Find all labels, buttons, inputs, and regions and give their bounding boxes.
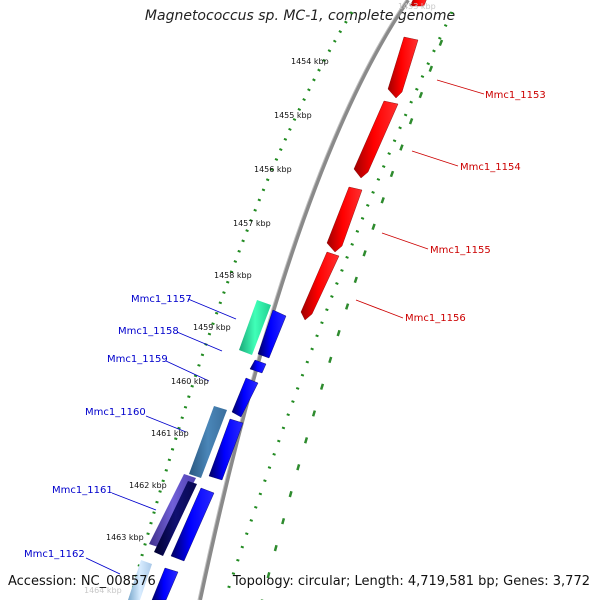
forward-gene-arrow[interactable] bbox=[409, 0, 427, 7]
reverse-gene-label[interactable]: Mmc1_1157 bbox=[131, 294, 192, 305]
forward-gene-label[interactable]: Mmc1_1155 bbox=[430, 245, 491, 256]
genome-title: Magnetococcus sp. MC-1, complete genome bbox=[144, 8, 456, 24]
reverse-gene-arrow[interactable] bbox=[231, 377, 259, 418]
reverse-gene-label[interactable]: Mmc1_1160 bbox=[85, 407, 146, 418]
reverse-gene-arrow[interactable] bbox=[208, 418, 244, 481]
kbp-tick-label: 1453 kbp bbox=[398, 2, 436, 11]
kbp-tick-label: 1463 kbp bbox=[106, 533, 144, 542]
kbp-tick-label: 1459 kbp bbox=[193, 323, 231, 332]
reverse-gene-leader-line bbox=[165, 360, 210, 382]
reverse-gene-label[interactable]: Mmc1_1162 bbox=[24, 549, 85, 560]
feature-block-steel[interactable] bbox=[189, 406, 227, 478]
forward-gene-arrow[interactable] bbox=[300, 251, 340, 321]
forward-gene-leader-line bbox=[381, 232, 429, 250]
forward-gene-leader-line bbox=[355, 299, 404, 319]
kbp-tick-label: 1455 kbp bbox=[274, 111, 312, 120]
genome-backbone bbox=[198, 0, 410, 600]
accession-text: Accession: NC_008576 bbox=[8, 574, 156, 589]
reverse-gene-arrow[interactable] bbox=[151, 567, 179, 600]
reverse-gene-label[interactable]: Mmc1_1159 bbox=[107, 354, 168, 365]
kbp-tick-label: 1460 kbp bbox=[171, 377, 209, 386]
kbp-tick-label: 1464 kbp bbox=[84, 586, 122, 595]
kbp-tick-label: 1462 kbp bbox=[129, 481, 167, 490]
forward-gene-arrow[interactable] bbox=[326, 186, 363, 253]
genome-backbone-shade bbox=[197, 0, 407, 600]
reverse-gene-leader-line bbox=[187, 298, 237, 320]
kbp-tick-label: 1461 kbp bbox=[151, 429, 189, 438]
outer-dotted-track bbox=[226, 11, 454, 591]
feature-block-teal[interactable] bbox=[239, 300, 271, 355]
forward-gene-leader-line bbox=[436, 79, 485, 95]
forward-gene-label[interactable]: Mmc1_1154 bbox=[460, 162, 521, 173]
feature-block-light[interactable] bbox=[128, 560, 152, 600]
forward-gene-arrow[interactable] bbox=[387, 36, 419, 99]
feature-block-navy[interactable] bbox=[154, 481, 197, 556]
reverse-gene-arrow[interactable] bbox=[257, 309, 287, 359]
reverse-gene-label[interactable]: Mmc1_1161 bbox=[52, 485, 113, 496]
forward-gene-label[interactable]: Mmc1_1153 bbox=[485, 90, 546, 101]
kbp-tick-label: 1456 kbp bbox=[254, 165, 292, 174]
genome-summary-text: Topology: circular; Length: 4,719,581 bp… bbox=[232, 574, 590, 589]
kbp-tick-label: 1454 kbp bbox=[291, 57, 329, 66]
kbp-tick-label: 1458 kbp bbox=[214, 271, 252, 280]
reverse-gene-label[interactable]: Mmc1_1158 bbox=[118, 326, 179, 337]
forward-gene-arrow[interactable] bbox=[353, 100, 399, 179]
forward-gene-leader-line bbox=[411, 150, 459, 167]
inner-dotted-track bbox=[128, 11, 354, 600]
forward-gene-label[interactable]: Mmc1_1156 bbox=[405, 313, 466, 324]
reverse-gene-leader-line bbox=[85, 557, 121, 575]
reverse-gene-leader-line bbox=[145, 415, 187, 433]
reverse-gene-leader-line bbox=[111, 492, 157, 511]
reverse-gene-arrow[interactable] bbox=[170, 487, 215, 562]
reverse-gene-arrow[interactable] bbox=[249, 359, 267, 374]
reverse-gene-leader-line bbox=[176, 331, 223, 352]
kbp-tick-label: 1457 kbp bbox=[233, 219, 271, 228]
